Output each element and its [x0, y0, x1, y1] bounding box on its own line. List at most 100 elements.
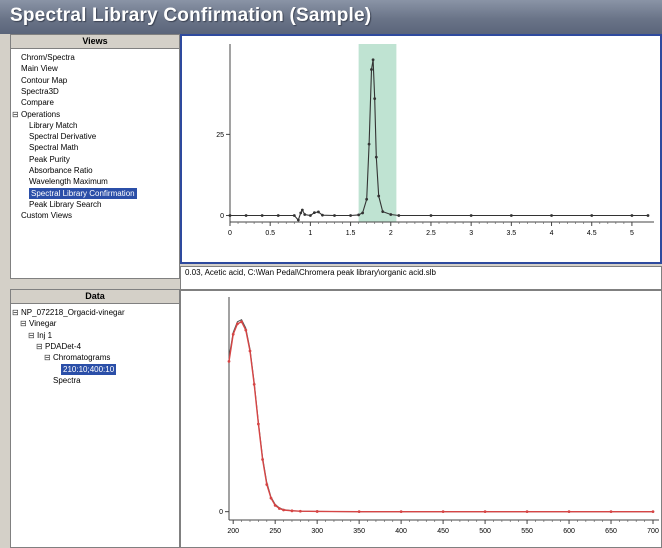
- x-tick-label: 4: [550, 230, 554, 237]
- series-point: [269, 496, 273, 500]
- x-tick-label: 1.5: [346, 230, 356, 237]
- data-panel-header: Data: [11, 290, 179, 304]
- views-tree-item[interactable]: Spectra3D: [21, 86, 59, 96]
- data-tree-expander-icon[interactable]: ⊟: [36, 341, 43, 351]
- x-tick-label: 500: [479, 528, 491, 535]
- views-tree-item[interactable]: Library Match: [29, 120, 78, 130]
- data-tree-item[interactable]: PDADet-4: [45, 341, 82, 351]
- x-tick-label: 200: [227, 528, 239, 535]
- views-tree-item[interactable]: Wavelength Maximum: [29, 177, 108, 187]
- series-point: [371, 58, 375, 62]
- series-point: [313, 211, 316, 214]
- series-point: [317, 210, 320, 214]
- series-point: [365, 197, 369, 201]
- window-title: Spectral Library Confirmation (Sample): [10, 5, 372, 26]
- series-point: [260, 214, 264, 217]
- data-tree-expander-icon[interactable]: ⊟: [20, 319, 27, 329]
- series-point: [228, 214, 232, 217]
- data-tree-item[interactable]: Inj 1: [37, 330, 53, 340]
- y-tick-label: 0: [219, 509, 223, 516]
- library-match-info: 0.03, Acetic acid, C:\Wan Pedal\Chromera…: [180, 266, 662, 290]
- x-tick-label: 550: [521, 528, 533, 535]
- series-point: [290, 509, 294, 513]
- views-tree-item[interactable]: Peak Library Search: [29, 199, 102, 209]
- series-point: [377, 194, 381, 198]
- data-tree-item[interactable]: Chromatograms: [53, 353, 111, 363]
- y-tick-label: 25: [216, 132, 224, 139]
- series-point: [399, 510, 403, 514]
- x-tick-label: 5: [630, 230, 634, 237]
- views-tree-item[interactable]: Chrom/Spectra: [21, 53, 75, 62]
- series-point: [381, 210, 385, 214]
- series-point: [227, 360, 231, 363]
- x-tick-label: 450: [437, 528, 449, 535]
- x-tick-label: 0: [228, 230, 232, 237]
- data-tree-item[interactable]: Spectra: [53, 375, 81, 385]
- series-point: [299, 211, 303, 215]
- x-tick-label: 400: [395, 528, 407, 535]
- views-tree-item[interactable]: Compare: [21, 98, 54, 108]
- y-tick-label: 0: [220, 213, 224, 220]
- views-tree-item[interactable]: Peak Purity: [29, 154, 70, 164]
- series-point: [397, 214, 401, 217]
- series-point: [509, 214, 513, 217]
- x-tick-label: 250: [269, 528, 281, 535]
- views-tree-expander-icon[interactable]: ⊟: [12, 109, 19, 119]
- series-point: [525, 510, 529, 514]
- series-point: [265, 483, 269, 486]
- series-point: [550, 214, 553, 217]
- series-point: [240, 320, 243, 324]
- series-point: [231, 332, 235, 336]
- data-panel: Data ⊟ NP_072218_Orgacid-vinegar ⊟ Vinegar ⊟…: [10, 289, 180, 548]
- series-point: [308, 214, 312, 217]
- series-point: [361, 211, 365, 215]
- series-point: [292, 214, 296, 217]
- series-point: [300, 208, 304, 212]
- views-tree-item[interactable]: Contour Map: [21, 75, 68, 85]
- views-tree-item[interactable]: Spectral Derivative: [29, 132, 97, 142]
- series-point: [469, 214, 473, 217]
- series-point: [429, 214, 433, 217]
- views-tree-item[interactable]: Operations: [21, 109, 61, 119]
- x-tick-label: 650: [605, 528, 617, 535]
- views-tree-item[interactable]: Custom Views: [21, 211, 72, 221]
- series-point: [370, 68, 373, 71]
- series-point: [321, 213, 324, 217]
- views-tree-item[interactable]: Main View: [21, 64, 58, 74]
- spectrum-plot[interactable]: 200 250 300 350 400 450 500 550 600 650 700 0: [180, 290, 662, 548]
- series-point: [256, 422, 260, 426]
- series-point: [357, 510, 361, 514]
- series-point: [315, 510, 319, 513]
- series-point: [298, 509, 302, 513]
- series-point: [303, 213, 307, 216]
- series-point: [367, 142, 371, 146]
- data-tree-item[interactable]: Vinegar: [29, 319, 57, 329]
- data-tree-item[interactable]: 210:10;400:10: [61, 363, 117, 375]
- series-point: [609, 510, 613, 514]
- series-point: [646, 214, 650, 217]
- spectrum-svg: 200 250 300 350 400 450 500 550 600 650 700 0: [219, 297, 659, 535]
- series-point: [244, 214, 248, 217]
- series-point: [252, 382, 256, 386]
- data-tree-expander-icon[interactable]: ⊟: [44, 353, 51, 363]
- x-tick-label: 3.5: [506, 230, 516, 237]
- series-point: [276, 214, 280, 217]
- series-point: [235, 322, 239, 326]
- series-point: [567, 510, 571, 514]
- views-panel: Views Chrom/Spectra Main View Contour Map S…: [10, 34, 180, 279]
- views-tree-item[interactable]: Spectral Library Confirmation: [29, 187, 137, 199]
- series-point: [277, 507, 281, 510]
- x-tick-label: 4.5: [587, 230, 597, 237]
- data-tree-expander-icon[interactable]: ⊟: [12, 308, 19, 317]
- series-point: [244, 328, 248, 332]
- data-tree-expander-icon[interactable]: ⊟: [28, 330, 35, 340]
- chromatogram-plot[interactable]: 0 0.5 1 1.5 2 2.5 3 3.5 4 4.5 5 0 25: [180, 34, 662, 264]
- views-tree-item[interactable]: Spectral Math: [29, 143, 79, 153]
- series-point: [374, 155, 378, 159]
- series-line-library: [228, 320, 653, 513]
- series-point: [373, 97, 377, 101]
- data-tree-item[interactable]: NP_072218_Orgacid-vinegar: [21, 308, 125, 317]
- series-point: [333, 214, 336, 217]
- series-point: [483, 510, 487, 514]
- views-tree-item[interactable]: Absorbance Ratio: [29, 166, 93, 175]
